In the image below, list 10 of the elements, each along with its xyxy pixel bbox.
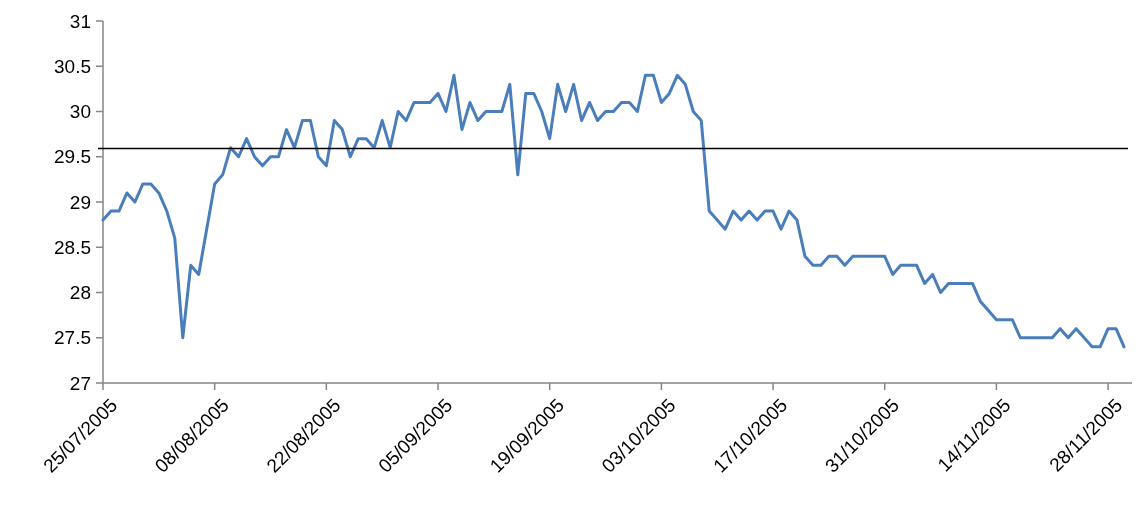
y-tick-label: 30: [69, 101, 91, 123]
y-tick-label: 28.5: [54, 236, 91, 258]
y-tick-label: 30.5: [54, 55, 91, 77]
y-tick-label: 28: [69, 282, 91, 304]
line-series: [101, 73, 1126, 349]
y-tick-label: 31: [69, 10, 91, 32]
y-tick-label: 29: [69, 191, 91, 213]
y-tick-label: 27: [69, 372, 91, 394]
y-tick-label: 27.5: [54, 327, 91, 349]
y-tick-label: 29.5: [54, 146, 91, 168]
